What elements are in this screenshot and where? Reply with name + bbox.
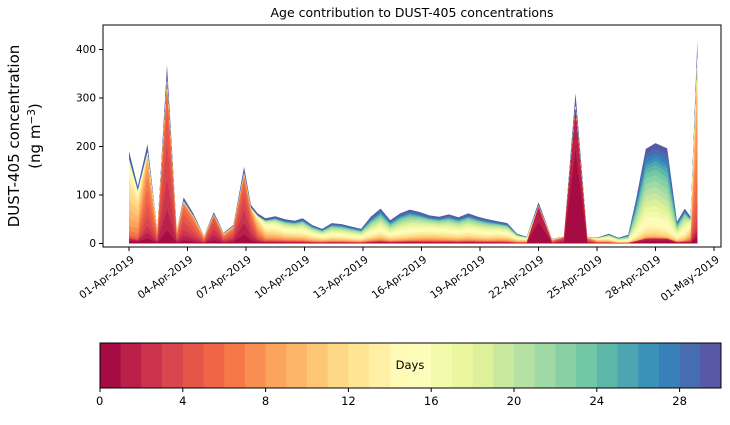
x-tick-label: 01-May-2019	[659, 254, 722, 304]
colorbar-tick-label: 16	[424, 394, 439, 408]
colorbar-segment-26	[638, 343, 660, 388]
colorbar-frame	[99, 342, 722, 389]
colorbar-segment-5	[203, 343, 225, 388]
colorbar-tick-label: 4	[179, 394, 186, 408]
colorbar-segment-21	[534, 343, 556, 388]
x-tick-label: 10-Apr-2019	[253, 254, 313, 302]
colorbar-segment-15	[410, 343, 432, 388]
y-axis-ticks: 0 100 200 300 400	[76, 44, 103, 250]
colorbar-segment-7	[244, 343, 266, 388]
colorbar-tick-label: 0	[96, 394, 103, 408]
y-tick-label: 400	[76, 44, 96, 56]
colorbar	[100, 343, 722, 388]
colorbar-segment-18	[472, 343, 494, 388]
x-tick-label: 13-Apr-2019	[311, 254, 371, 302]
plot-frame	[102, 24, 722, 248]
colorbar-segment-25	[617, 343, 639, 388]
colorbar-segment-3	[162, 343, 184, 388]
colorbar-segment-27	[658, 343, 680, 388]
x-tick-label: 25-Apr-2019	[545, 254, 605, 302]
colorbar-segment-10	[307, 343, 328, 388]
chart-title: Age contribution to DUST-405 concentrati…	[270, 5, 553, 20]
colorbar-tick-label: 8	[262, 394, 269, 408]
colorbar-segment-6	[224, 343, 246, 388]
colorbar-segment-29	[700, 343, 722, 388]
y-axis-unit-label: (ng m−3)	[26, 103, 44, 169]
colorbar-ticks: 0 4 8 12 16 20 24 28	[96, 388, 687, 408]
x-tick-label: 28-Apr-2019	[604, 254, 664, 302]
x-tick-label: 04-Apr-2019	[136, 254, 196, 302]
x-tick-label: 22-Apr-2019	[487, 254, 547, 302]
colorbar-tick-label: 28	[672, 394, 687, 408]
colorbar-segment-17	[451, 343, 473, 388]
colorbar-segment-23	[576, 343, 598, 388]
y-axis-label: DUST-405 concentration	[5, 45, 23, 228]
colorbar-tick-label: 24	[589, 394, 604, 408]
age-layer-3-days	[129, 108, 698, 244]
colorbar-segment-16	[431, 343, 453, 388]
colorbar-segment-20	[514, 343, 535, 388]
colorbar-segment-24	[596, 343, 618, 388]
colorbar-segment-14	[389, 343, 411, 388]
stacked-area-layers	[129, 39, 698, 244]
x-tick-label: 01-Apr-2019	[77, 254, 137, 302]
colorbar-segment-13	[369, 343, 391, 388]
colorbar-tick-label: 12	[341, 394, 356, 408]
colorbar-segment-0	[100, 343, 121, 388]
x-tick-label: 19-Apr-2019	[428, 254, 488, 302]
x-tick-label: 07-Apr-2019	[194, 254, 254, 302]
colorbar-segment-2	[141, 343, 163, 388]
colorbar-segment-22	[555, 343, 577, 388]
x-tick-label: 16-Apr-2019	[370, 254, 430, 302]
colorbar-segment-11	[327, 343, 349, 388]
colorbar-tick-label: 20	[507, 394, 522, 408]
colorbar-segment-12	[348, 343, 370, 388]
colorbar-segment-1	[120, 343, 142, 388]
colorbar-segment-4	[182, 343, 204, 388]
colorbar-segment-28	[679, 343, 701, 388]
y-tick-label: 200	[76, 141, 96, 153]
y-tick-label: 100	[76, 190, 96, 202]
colorbar-segment-8	[265, 343, 287, 388]
colorbar-label: Days	[396, 358, 425, 372]
colorbar-segment-9	[286, 343, 308, 388]
x-axis-ticks: 01-Apr-201904-Apr-201907-Apr-201910-Apr-…	[77, 247, 722, 304]
y-tick-label: 0	[89, 238, 96, 250]
y-tick-label: 300	[76, 93, 96, 105]
colorbar-segment-19	[493, 343, 515, 388]
